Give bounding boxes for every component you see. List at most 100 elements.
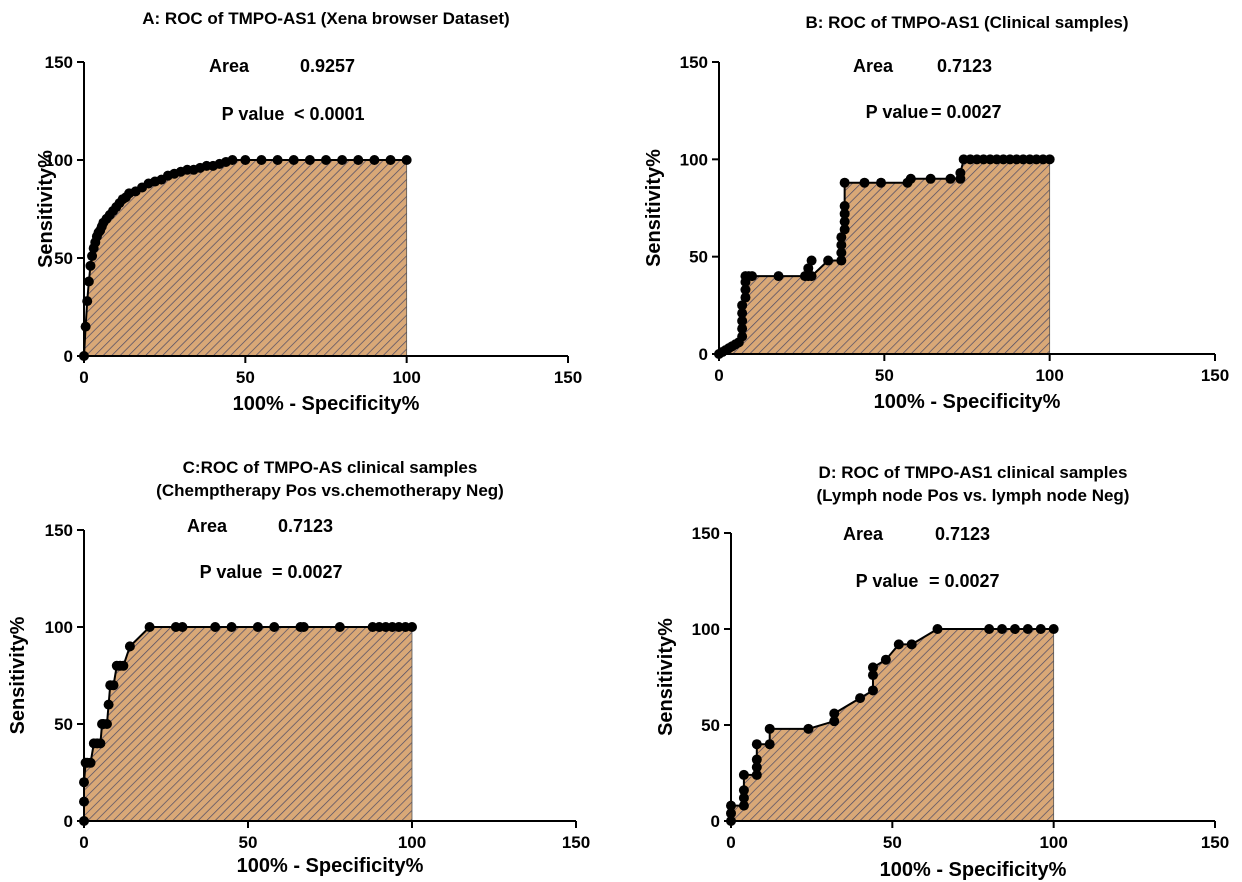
area-label: Area: [843, 524, 884, 544]
p-value-value: < 0.0001: [294, 104, 365, 124]
x-tick-label: 50: [883, 833, 902, 852]
x-tick-label: 150: [1201, 366, 1229, 385]
roc-point: [321, 155, 331, 165]
roc-point: [1022, 624, 1033, 634]
roc-point: [101, 719, 112, 729]
x-tick-label: 0: [79, 833, 88, 852]
roc-point: [177, 622, 188, 632]
roc-point: [738, 800, 749, 811]
p-value-label: P value: [222, 104, 285, 124]
roc-point: [773, 271, 784, 282]
chart-title: D: ROC of TMPO-AS1 clinical samples: [819, 463, 1128, 482]
y-tick-label: 0: [64, 347, 73, 366]
roc-point: [738, 769, 749, 780]
area-value: 0.7123: [278, 516, 333, 536]
roc-point: [997, 624, 1008, 634]
roc-point: [334, 622, 345, 632]
p-value-value: = 0.0027: [931, 102, 1002, 122]
y-tick-label: 50: [54, 249, 73, 268]
p-value-label: P value: [856, 571, 919, 591]
roc-point: [737, 300, 748, 311]
y-tick-label: 50: [54, 715, 73, 734]
roc-point: [740, 292, 751, 303]
area-label: Area: [209, 56, 250, 76]
roc-point: [272, 155, 283, 165]
roc-point: [823, 255, 834, 266]
y-tick-label: 150: [45, 521, 73, 540]
x-tick-label: 150: [1201, 833, 1229, 852]
roc-point: [829, 716, 840, 727]
roc-point: [240, 155, 251, 165]
roc-point: [955, 167, 966, 178]
y-tick-label: 100: [45, 151, 73, 170]
roc-point: [737, 323, 748, 334]
chart-title: B: ROC of TMPO-AS1 (Clinical samples): [805, 13, 1128, 32]
roc-point: [337, 155, 348, 165]
roc-point: [252, 622, 263, 632]
roc-point: [836, 247, 847, 258]
roc-point: [407, 622, 417, 632]
roc-point: [925, 173, 936, 184]
roc-area-fill: [730, 628, 1055, 822]
roc-point: [747, 271, 758, 282]
x-tick-label: 150: [554, 368, 582, 387]
y-axis-label: Sensitivity%: [655, 618, 677, 736]
area-value: 0.7123: [935, 524, 990, 544]
x-axis-label: 100% - Specificity%: [874, 391, 1061, 413]
y-tick-label: 50: [701, 716, 720, 735]
roc-point: [1035, 624, 1046, 634]
roc-point: [95, 738, 106, 749]
roc-area-fill: [717, 158, 1051, 355]
roc-point: [288, 155, 299, 165]
roc-point: [751, 762, 762, 773]
roc-point: [855, 693, 866, 704]
roc-point: [880, 654, 891, 665]
roc-point: [1044, 154, 1055, 165]
y-tick-label: 150: [692, 524, 720, 543]
roc-point: [867, 662, 878, 673]
roc-point: [839, 177, 850, 188]
y-tick-label: 150: [680, 53, 708, 72]
x-tick-label: 0: [726, 833, 735, 852]
roc-point: [867, 685, 878, 696]
roc-point: [80, 321, 91, 332]
x-axis-label: 100% - Specificity%: [237, 855, 424, 877]
roc-point: [85, 757, 96, 768]
roc-point: [751, 769, 762, 780]
x-tick-label: 0: [714, 366, 723, 385]
roc-point: [401, 155, 412, 165]
roc-point: [984, 624, 995, 634]
y-tick-label: 0: [711, 812, 720, 831]
roc-point: [764, 739, 775, 750]
y-tick-label: 100: [680, 150, 708, 169]
y-tick-label: 50: [689, 248, 708, 267]
x-tick-label: 0: [79, 368, 88, 387]
x-axis-label: 100% - Specificity%: [233, 393, 420, 415]
roc-point: [144, 622, 155, 632]
roc-point: [803, 723, 814, 734]
roc-point: [304, 155, 315, 165]
p-value-value: = 0.0027: [929, 571, 1000, 591]
roc-panel-d: D: ROC of TMPO-AS1 clinical samples (Lymp…: [655, 463, 1229, 881]
roc-point: [945, 173, 956, 184]
roc-point: [1048, 624, 1059, 634]
area-value: 0.9257: [300, 56, 355, 76]
roc-point: [353, 155, 364, 165]
x-tick-label: 100: [1039, 833, 1067, 852]
roc-point: [256, 155, 267, 165]
y-tick-label: 0: [699, 345, 708, 364]
roc-point: [738, 785, 749, 796]
y-tick-label: 100: [692, 620, 720, 639]
roc-point: [210, 622, 221, 632]
roc-point: [839, 201, 850, 212]
y-tick-label: 0: [64, 812, 73, 831]
roc-panel-c: C:ROC of TMPO-AS clinical samples (Chempt…: [7, 458, 590, 877]
roc-point: [227, 155, 238, 165]
roc-point: [859, 177, 870, 188]
roc-point: [839, 224, 850, 235]
roc-point: [1009, 624, 1020, 634]
roc-point: [226, 622, 237, 632]
x-tick-label: 150: [562, 833, 590, 852]
roc-point: [118, 660, 129, 671]
